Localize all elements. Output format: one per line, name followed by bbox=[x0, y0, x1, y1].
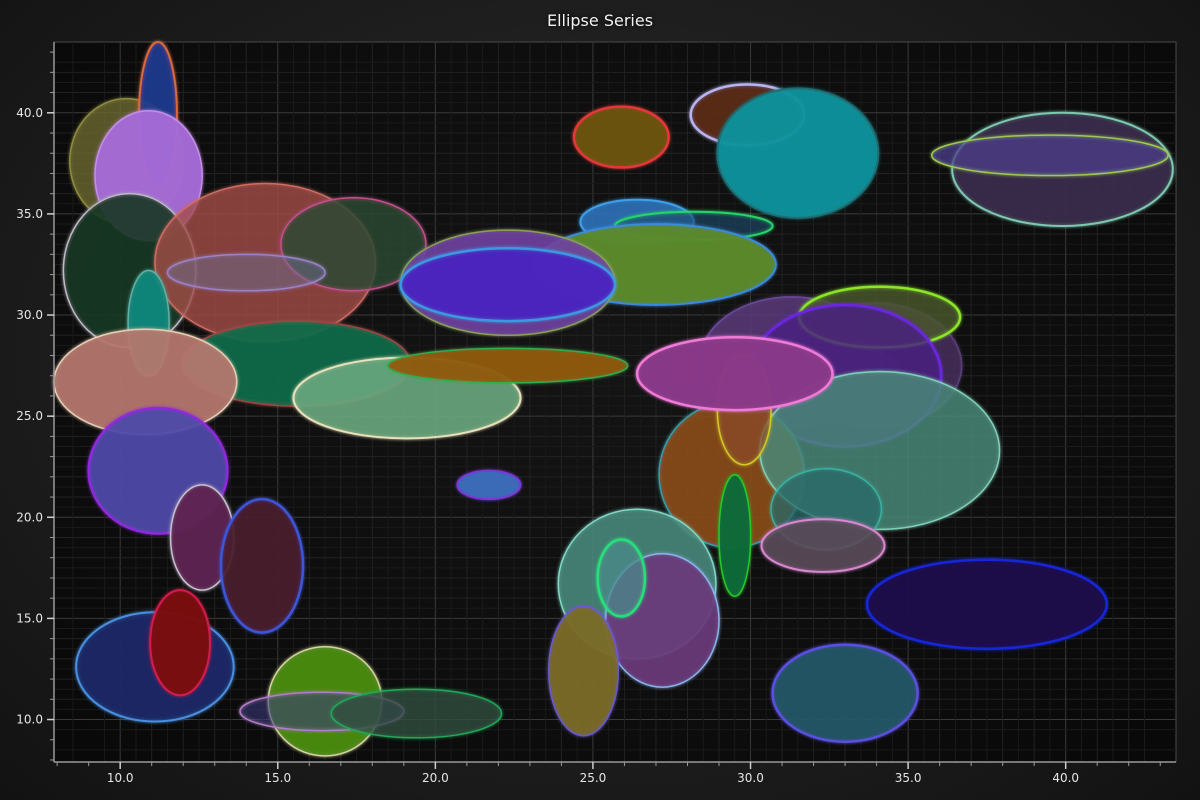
x-tick-label: 20.0 bbox=[422, 771, 449, 785]
ellipse-20 bbox=[330, 688, 503, 739]
ellipse-25 bbox=[930, 134, 1169, 177]
ellipse-49 bbox=[596, 538, 647, 618]
y-tick-label: 20.0 bbox=[16, 510, 43, 524]
y-tick-label: 40.0 bbox=[16, 106, 43, 120]
x-tick-label: 30.0 bbox=[737, 771, 764, 785]
ellipse-15 bbox=[219, 497, 305, 634]
ellipse-48 bbox=[548, 605, 619, 737]
ellipse-43 bbox=[718, 474, 752, 597]
x-tick-label: 25.0 bbox=[580, 771, 607, 785]
ellipse-23 bbox=[716, 87, 880, 219]
ellipse-30 bbox=[399, 247, 617, 323]
x-tick-label: 10.0 bbox=[107, 771, 134, 785]
ellipse-40 bbox=[635, 336, 834, 412]
y-tick-label: 35.0 bbox=[16, 207, 43, 221]
y-tick-label: 15.0 bbox=[16, 611, 43, 625]
ellipse-44 bbox=[865, 558, 1108, 650]
ellipse-21 bbox=[572, 105, 670, 169]
ellipse-12 bbox=[387, 347, 629, 384]
ellipse-31 bbox=[456, 469, 522, 501]
ellipse-17 bbox=[149, 589, 212, 697]
ellipse-42 bbox=[760, 518, 886, 573]
chart-title: Ellipse Series bbox=[546, 11, 654, 30]
ellipse-series-group bbox=[53, 41, 1174, 757]
y-tick-label: 25.0 bbox=[16, 409, 43, 423]
y-tick-label: 10.0 bbox=[16, 713, 43, 727]
x-tick-label: 35.0 bbox=[895, 771, 922, 785]
ellipse-45 bbox=[771, 643, 919, 743]
x-tick-label: 40.0 bbox=[1052, 771, 1079, 785]
y-tick-label: 30.0 bbox=[16, 308, 43, 322]
x-tick-label: 15.0 bbox=[264, 771, 291, 785]
ellipse-7 bbox=[166, 253, 326, 292]
axes: 10.0 15.0 20.0 25.0 30.0 35.0 40.0 10.0 15.0 20.0… bbox=[16, 42, 1176, 785]
